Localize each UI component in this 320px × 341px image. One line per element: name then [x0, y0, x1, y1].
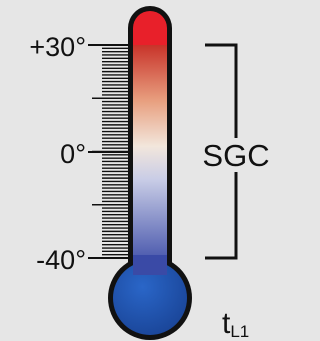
label-middle: 0°: [60, 139, 86, 169]
variable-subscript: L1: [230, 322, 249, 341]
bracket-label: SGC: [202, 138, 269, 173]
bulb-neck: [133, 255, 167, 275]
label-top: +30°: [29, 32, 86, 62]
fluid-column: [133, 45, 167, 270]
label-bottom: -40°: [36, 245, 86, 275]
tube-cap: [133, 11, 167, 45]
thermometer-diagram: +30° 0° -40° SGC tL1: [0, 0, 272, 341]
